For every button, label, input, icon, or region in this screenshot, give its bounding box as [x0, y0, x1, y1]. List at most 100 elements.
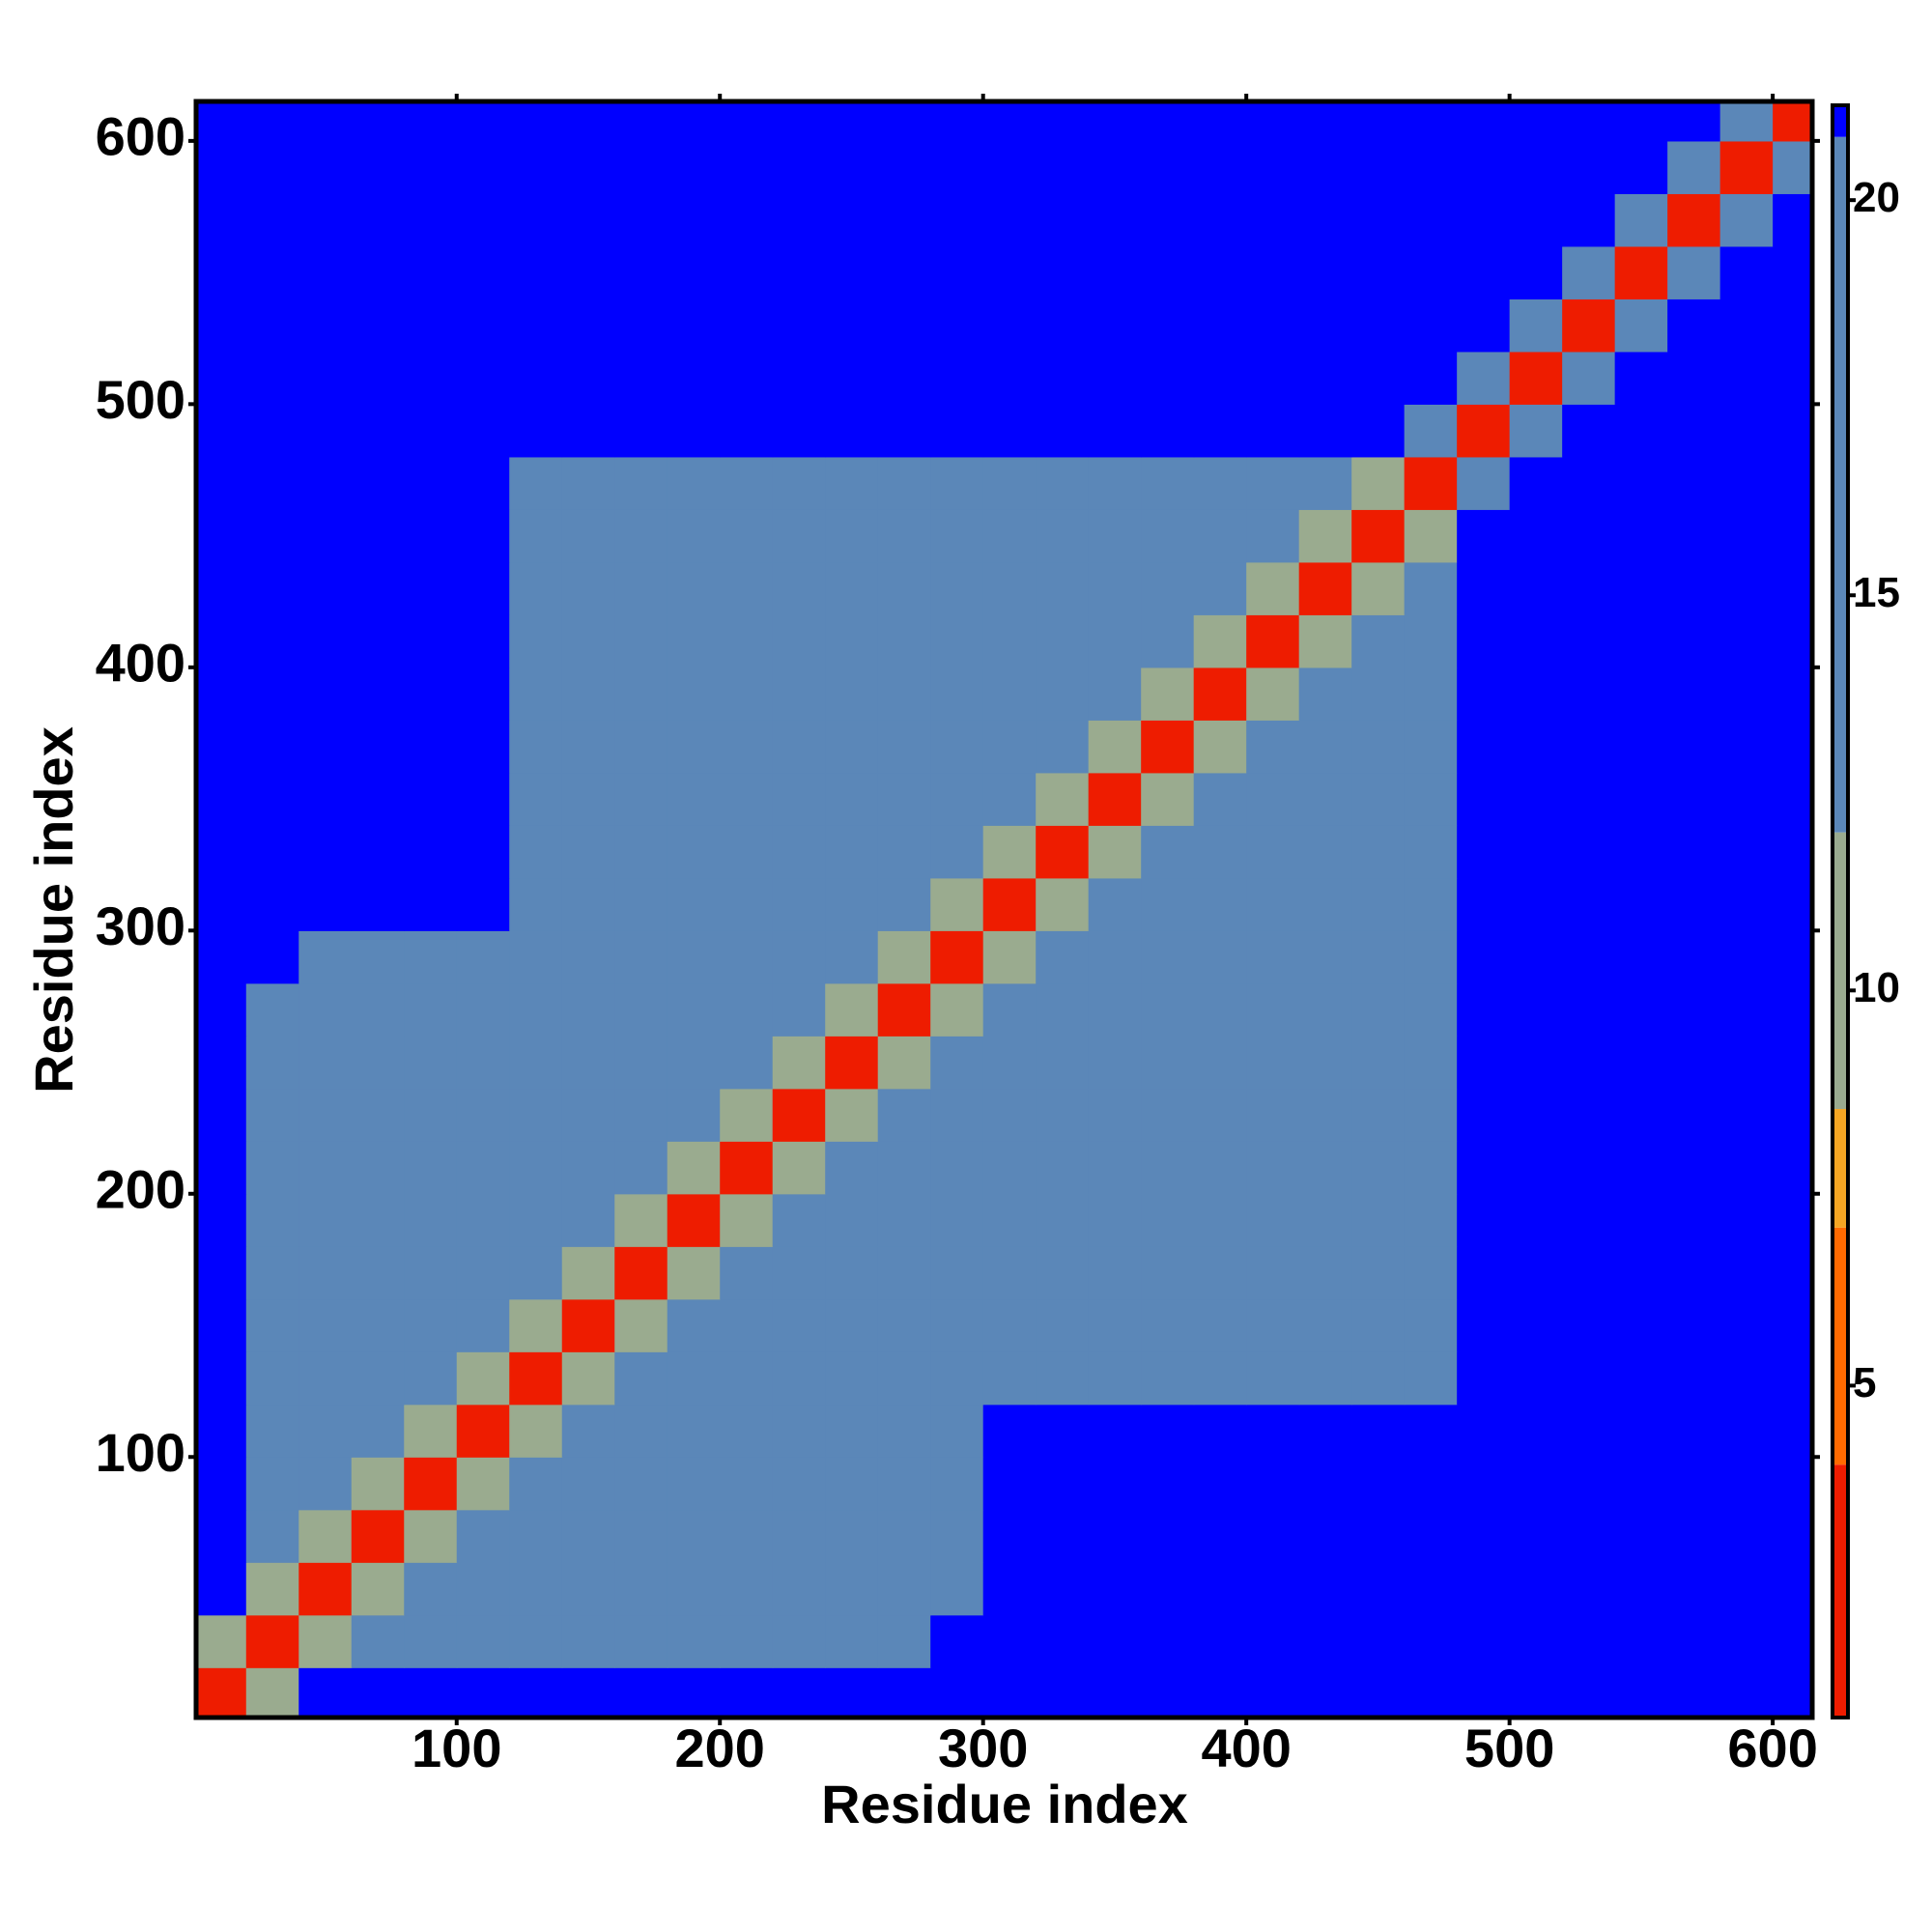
heatmap-cell: [930, 1667, 984, 1718]
heatmap-cell: [1509, 1509, 1563, 1563]
heatmap-cell: [667, 930, 721, 984]
heatmap-cell: [1298, 193, 1352, 247]
heatmap-cell: [825, 930, 879, 984]
heatmap-cell: [1036, 1667, 1090, 1718]
heatmap-cell: [930, 193, 984, 247]
heatmap-cell: [1562, 1193, 1616, 1247]
heatmap-cell: [456, 1404, 510, 1458]
heatmap-cell: [351, 1036, 405, 1090]
heatmap-cell: [877, 509, 931, 563]
heatmap-cell: [1562, 825, 1616, 879]
heatmap-cell: [298, 1667, 353, 1718]
heatmap-cell: [772, 982, 826, 1037]
heatmap-cell: [1141, 930, 1195, 984]
heatmap-cell: [509, 1246, 563, 1300]
heatmap-cell: [720, 825, 774, 879]
heatmap-cell: [877, 101, 931, 142]
heatmap-cell: [720, 456, 774, 510]
heatmap-cell: [1719, 877, 1774, 931]
heatmap-cell: [982, 245, 1037, 299]
heatmap-cell: [1457, 1457, 1511, 1511]
heatmap-cell: [1667, 1351, 1721, 1406]
heatmap-cell: [1088, 456, 1142, 510]
heatmap-cell: [196, 456, 247, 510]
heatmap-cell: [1509, 877, 1563, 931]
heatmap-cell: [877, 1562, 931, 1616]
heatmap-cell: [825, 509, 879, 563]
heatmap-cell: [930, 245, 984, 299]
heatmap-cell: [245, 456, 299, 510]
heatmap-cell: [1141, 1614, 1195, 1668]
heatmap-cell: [1036, 930, 1090, 984]
heatmap-cell: [1193, 404, 1247, 458]
heatmap-cell: [772, 456, 826, 510]
heatmap-cell: [1298, 245, 1352, 299]
heatmap-cell: [1614, 1404, 1668, 1458]
heatmap-cell: [1509, 1562, 1563, 1616]
heatmap-cell: [982, 982, 1037, 1037]
heatmap-cell: [825, 720, 879, 774]
heatmap-cell: [877, 1404, 931, 1458]
heatmap-cell: [1667, 509, 1721, 563]
heatmap-cell: [1773, 667, 1812, 721]
heatmap-cell: [196, 877, 247, 931]
heatmap-cell: [1509, 351, 1563, 405]
heatmap-cell: [1351, 930, 1406, 984]
heatmap-cell: [456, 772, 510, 826]
heatmap-cell: [1351, 298, 1406, 353]
heatmap-cell: [298, 1351, 353, 1406]
heatmap-cell: [1193, 509, 1247, 563]
heatmap-cell: [351, 1667, 405, 1718]
heatmap-cell: [667, 1509, 721, 1563]
heatmap-cell: [1404, 1562, 1458, 1616]
heatmap-cell: [351, 1404, 405, 1458]
heatmap-cell: [1404, 1667, 1458, 1718]
heatmap-cell: [404, 509, 458, 563]
heatmap-cell: [1036, 1457, 1090, 1511]
heatmap-cell: [982, 1246, 1037, 1300]
heatmap-cell: [1141, 193, 1195, 247]
heatmap-cell: [1773, 101, 1812, 142]
heatmap-cell: [1667, 1614, 1721, 1668]
colorbar-tick-label: 10: [1853, 964, 1900, 1011]
heatmap-cell: [1193, 930, 1247, 984]
heatmap-cell: [1351, 1667, 1406, 1718]
heatmap-cell: [667, 1298, 721, 1352]
heatmap-cell: [509, 614, 563, 668]
heatmap-cell: [825, 1457, 879, 1511]
heatmap-cell: [456, 509, 510, 563]
heatmap-cell: [930, 404, 984, 458]
heatmap-cell: [509, 667, 563, 721]
heatmap-cell: [196, 404, 247, 458]
heatmap-cell: [1298, 930, 1352, 984]
heatmap-cell: [298, 1457, 353, 1511]
heatmap-cell: [1088, 1509, 1142, 1563]
heatmap-cell: [509, 1088, 563, 1142]
heatmap-cell: [1246, 1141, 1300, 1195]
heatmap-cell: [1351, 1509, 1406, 1563]
heatmap-cell: [1562, 667, 1616, 721]
heatmap-cell: [561, 1193, 615, 1247]
heatmap-cell: [1193, 1298, 1247, 1352]
heatmap-cell: [404, 877, 458, 931]
heatmap-cell: [825, 1298, 879, 1352]
x-tick-label: 100: [412, 1718, 501, 1778]
heatmap-cell: [245, 1404, 299, 1458]
heatmap-cell: [1457, 1562, 1511, 1616]
heatmap-cell: [1141, 245, 1195, 299]
heatmap-cell: [1088, 298, 1142, 353]
heatmap-cell: [1351, 404, 1406, 458]
y-tick-label: 400: [96, 633, 185, 694]
heatmap-cell: [1667, 1667, 1721, 1718]
heatmap-cell: [1773, 1667, 1812, 1718]
heatmap-cell: [614, 140, 668, 194]
heatmap-cell: [667, 351, 721, 405]
heatmap-cell: [1141, 1404, 1195, 1458]
heatmap-cell: [614, 930, 668, 984]
heatmap-cell: [1351, 509, 1406, 563]
heatmap-cell: [667, 1141, 721, 1195]
heatmap-cell: [1457, 404, 1511, 458]
heatmap-cell: [404, 1298, 458, 1352]
heatmap-cell: [404, 772, 458, 826]
heatmap-cell: [614, 351, 668, 405]
